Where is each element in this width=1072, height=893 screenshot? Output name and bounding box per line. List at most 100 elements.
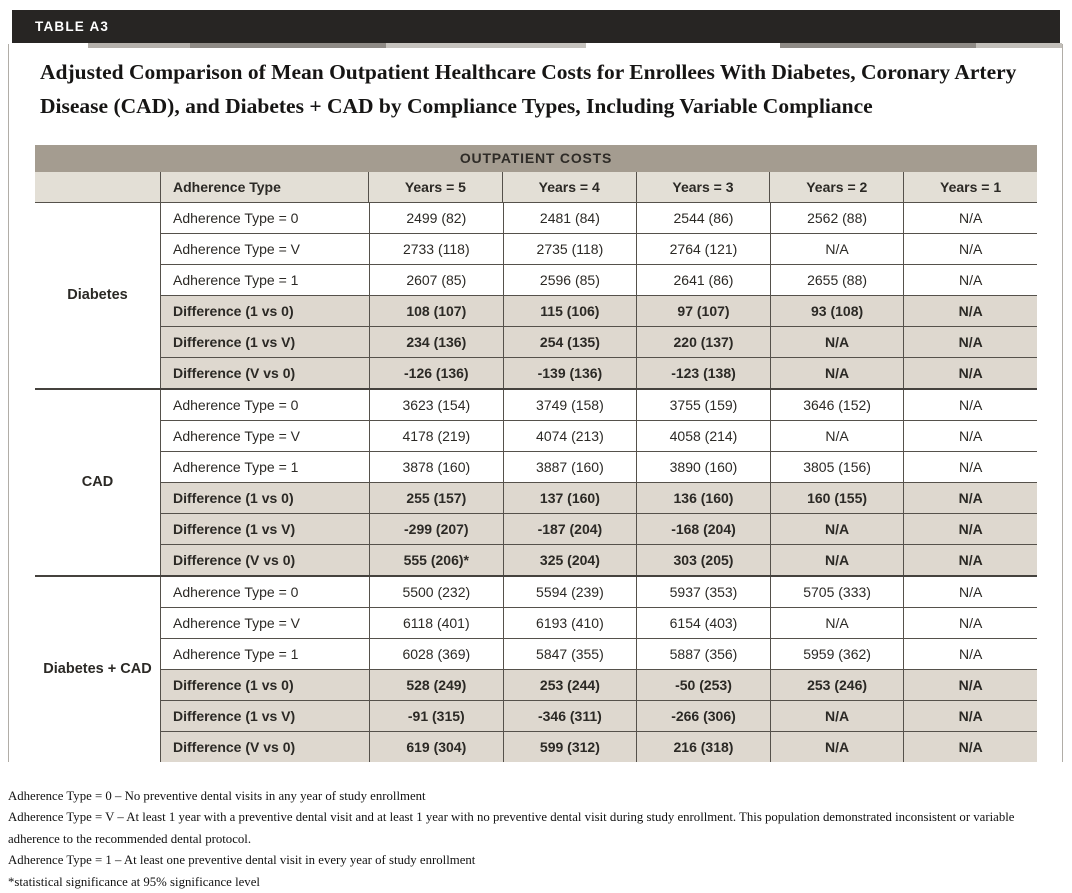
table-row: Difference (1 vs 0) 255 (157) 137 (160) 136… [161,482,1037,513]
value-cell: N/A [903,483,1037,513]
row-label: Difference (V vs 0) [173,739,296,755]
value-cell: 303 (205) [636,545,770,575]
value-cell: N/A [903,296,1037,326]
column-header-adherence-type: Adherence Type [160,172,368,202]
value-cell: 3623 (154) [369,390,503,420]
row-label: Difference (1 vs V) [173,521,296,537]
value-cell: 5594 (239) [502,577,637,607]
table-row: Difference (1 vs V) 234 (136) 254 (135) 220… [161,326,1037,357]
value-cell: 97 (107) [636,296,770,326]
table-row: Adherence Type = V 4178 (219) 4074 (213) 40… [161,420,1037,451]
value-cell: -299 (207) [369,514,503,544]
row-label: Difference (V vs 0) [173,365,296,381]
value-cell: 216 (318) [636,732,770,762]
value-cell: N/A [903,577,1037,607]
value-cell: N/A [903,545,1037,575]
value-cell: N/A [903,608,1037,638]
column-header-empty [35,172,160,202]
table-row: Adherence Type = V 2733 (118) 2735 (118) 27… [161,233,1037,264]
value-cell: 5847 (355) [502,639,637,669]
table-row: Adherence Type = 1 3878 (160) 3887 (160) 38… [161,451,1037,482]
value-cell: 4058 (214) [636,421,770,451]
value-cell: -126 (136) [369,358,503,388]
value-cell: 254 (135) [502,327,637,357]
artifact-segment [780,43,976,48]
value-cell: 220 (137) [636,327,770,357]
value-cell: 619 (304) [369,732,503,762]
table-row: Difference (1 vs V) -91 (315) -346 (311) -2… [161,700,1037,731]
value-cell: N/A [769,234,904,264]
value-cell: 5959 (362) [769,639,904,669]
artifact-segment [386,43,586,48]
table-row: Adherence Type = 0 3623 (154) 3749 (158) 37… [161,390,1037,420]
row-label: Difference (1 vs V) [173,708,296,724]
value-cell: N/A [769,701,904,731]
value-cell: 3887 (160) [502,452,637,482]
table-group: Diabetes Adherence Type = 0 2499 (82) 2481 … [35,202,1037,388]
value-cell: 253 (246) [769,670,904,700]
value-cell: 3646 (152) [769,390,904,420]
table-row: Adherence Type = 1 6028 (369) 5847 (355) 58… [161,638,1037,669]
value-cell: 5705 (333) [769,577,904,607]
value-cell: -123 (138) [636,358,770,388]
value-cell: 6118 (401) [369,608,503,638]
table-body: Diabetes Adherence Type = 0 2499 (82) 2481 … [35,202,1037,762]
table-group: Diabetes + CAD Adherence Type = 0 5500 (23… [35,575,1037,762]
table-tag-label: TABLE A3 [35,19,110,34]
value-cell: 93 (108) [769,296,904,326]
table-tag-bar: TABLE A3 [12,10,1060,43]
value-cell: 4178 (219) [369,421,503,451]
footnote-adherence-v: Adherence Type = V – At least 1 year wit… [8,810,1015,846]
column-header-years-4: Years = 4 [501,172,636,202]
value-cell: -346 (311) [502,701,637,731]
value-cell: N/A [769,421,904,451]
value-cell: 2544 (86) [636,203,770,233]
value-cell: 3890 (160) [636,452,770,482]
table-row: Difference (1 vs V) -299 (207) -187 (204) -… [161,513,1037,544]
value-cell: 3878 (160) [369,452,503,482]
value-cell: 2596 (85) [502,265,637,295]
table-column-header-row: Adherence Type Years = 5 Years = 4 Years… [35,172,1037,202]
value-cell: N/A [903,358,1037,388]
header-artifact-strip [0,43,1072,48]
value-cell: 5937 (353) [636,577,770,607]
table-row: Difference (V vs 0) -126 (136) -139 (136) -… [161,357,1037,388]
page-border-left [8,44,9,762]
footnotes: Adherence Type = 0 – No preventive denta… [8,786,1066,893]
table-row: Adherence Type = 0 5500 (232) 5594 (239) 59… [161,577,1037,607]
value-cell: N/A [903,265,1037,295]
value-cell: N/A [903,452,1037,482]
group-label: CAD [81,473,114,490]
value-cell: 234 (136) [369,327,503,357]
value-cell: 599 (312) [502,732,637,762]
table-row: Adherence Type = V 6118 (401) 6193 (410) 61… [161,607,1037,638]
value-cell: N/A [903,203,1037,233]
row-label: Adherence Type = 0 [173,584,299,600]
column-header-years-2: Years = 2 [769,172,903,202]
value-cell: 2764 (121) [636,234,770,264]
value-cell: 2655 (88) [769,265,904,295]
value-cell: 2641 (86) [636,265,770,295]
table-row: Difference (V vs 0) 619 (304) 599 (312) 216… [161,731,1037,762]
value-cell: -187 (204) [502,514,637,544]
footnote-adherence-1: Adherence Type = 1 – At least one preven… [8,853,476,868]
value-cell: 115 (106) [502,296,637,326]
row-label: Adherence Type = 1 [173,646,299,662]
column-header-years-5: Years = 5 [368,172,502,202]
value-cell: N/A [903,390,1037,420]
table-band-header: OUTPATIENT COSTS [35,145,1037,172]
value-cell: -266 (306) [636,701,770,731]
value-cell: N/A [903,639,1037,669]
value-cell: -91 (315) [369,701,503,731]
table-row: Adherence Type = 0 2499 (82) 2481 (84) 2544… [161,203,1037,233]
value-cell: N/A [903,670,1037,700]
value-cell: 528 (249) [369,670,503,700]
value-cell: 136 (160) [636,483,770,513]
row-label: Adherence Type = 1 [173,272,299,288]
value-cell: N/A [903,234,1037,264]
value-cell: 4074 (213) [502,421,637,451]
value-cell: N/A [769,545,904,575]
table-row: Adherence Type = 1 2607 (85) 2596 (85) 2641… [161,264,1037,295]
page-border-right [1062,44,1063,762]
group-label: Diabetes [67,286,128,303]
